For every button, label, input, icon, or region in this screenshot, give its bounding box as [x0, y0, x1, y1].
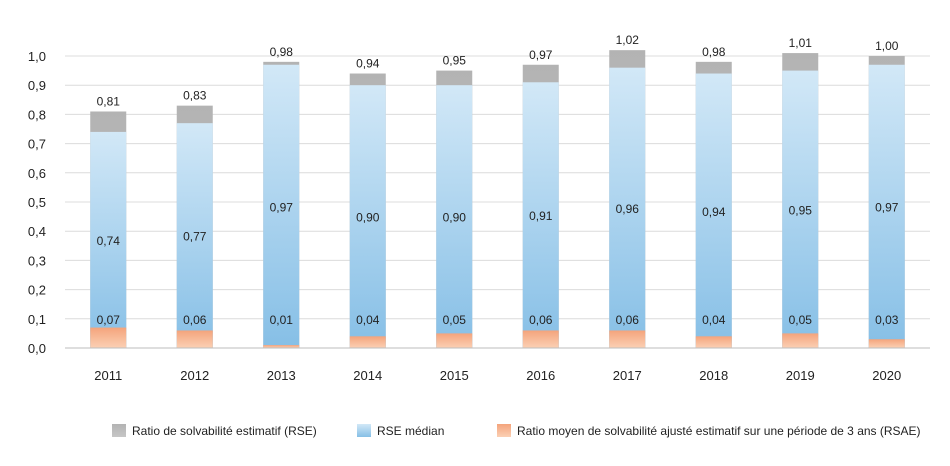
bars: [90, 50, 905, 349]
data-label-rse: 1,00: [875, 39, 899, 53]
x-tick-label: 2019: [786, 368, 815, 383]
bar-rsae: [90, 327, 127, 348]
data-label-rse-median: 0,90: [356, 211, 380, 225]
data-label-rse: 0,97: [529, 48, 553, 62]
legend-item: RSE médian: [357, 424, 444, 438]
bar-rse-median: [522, 82, 559, 348]
bar-rsae: [695, 336, 732, 348]
data-label-rsae: 0,07: [97, 313, 121, 327]
data-label-rse-median: 0,94: [702, 205, 726, 219]
legend-label: Ratio de solvabilité estimatif (RSE): [132, 424, 317, 438]
data-label-rsae: 0,06: [529, 313, 553, 327]
y-tick-label: 0,2: [28, 283, 46, 298]
bar-rse-median: [436, 85, 473, 348]
bar-rse-median: [868, 64, 905, 348]
legend-label: Ratio moyen de solvabilité ajusté estima…: [517, 424, 921, 438]
x-tick-label: 2020: [872, 368, 901, 383]
y-tick-label: 1,0: [28, 49, 46, 64]
bar-rse-median: [782, 70, 819, 348]
bar-rsae: [522, 330, 559, 348]
data-label-rse: 0,94: [356, 57, 380, 71]
bar-rse-median: [90, 131, 127, 348]
x-tick-label: 2018: [699, 368, 728, 383]
legend-swatch: [357, 424, 371, 437]
x-tick-label: 2011: [94, 368, 122, 383]
x-tick-label: 2016: [526, 368, 555, 383]
legend-label: RSE médian: [377, 424, 444, 438]
y-axis: 0,0 0,1 0,2 0,3 0,4 0,5 0,6 0,7 0,8 0,9 1,0: [28, 49, 46, 356]
data-label-rse: 0,98: [270, 45, 294, 59]
data-label-rsae: 0,06: [616, 313, 640, 327]
data-label-rse: 1,01: [789, 36, 813, 50]
data-label-rsae: 0,01: [270, 313, 294, 327]
x-tick-label: 2017: [613, 368, 642, 383]
bar-rse-median: [176, 123, 213, 348]
bar-rse-median: [609, 67, 646, 349]
data-label-rsae: 0,03: [875, 313, 899, 327]
data-label-rsae: 0,04: [356, 313, 380, 327]
legend-swatch: [497, 424, 511, 437]
data-label-rse-median: 0,97: [270, 200, 294, 214]
data-label-rse-median: 0,91: [529, 209, 553, 223]
data-label-rse: 0,83: [183, 89, 207, 103]
data-label-rse: 0,98: [702, 45, 726, 59]
x-tick-label: 2015: [440, 368, 469, 383]
y-tick-label: 0,7: [28, 137, 46, 152]
bar-rsae: [349, 336, 386, 348]
legend-item: Ratio de solvabilité estimatif (RSE): [112, 424, 317, 438]
data-label-rsae: 0,05: [443, 313, 467, 327]
bar-rsae: [609, 330, 646, 348]
data-label-rsae: 0,05: [789, 313, 813, 327]
y-tick-label: 0,8: [28, 107, 46, 122]
legend-item: Ratio moyen de solvabilité ajusté estima…: [497, 424, 921, 438]
data-label-rse-median: 0,74: [97, 234, 121, 248]
y-tick-label: 0,5: [28, 195, 46, 210]
data-label-rse: 0,95: [443, 54, 467, 68]
y-tick-label: 0,0: [28, 341, 46, 356]
y-tick-label: 0,3: [28, 253, 46, 268]
bar-rsae: [263, 345, 300, 348]
data-label-rse-median: 0,77: [183, 230, 207, 244]
data-label-rse-median: 0,97: [875, 200, 899, 214]
y-tick-label: 0,9: [28, 78, 46, 93]
data-labels: 0,81 0,74 0,07 0,83 0,77 0,06 0,98 0,97 0,01 0,94…: [97, 33, 899, 327]
bar-rsae: [176, 330, 213, 348]
bar-rsae: [868, 339, 905, 348]
data-label-rsae: 0,04: [702, 313, 726, 327]
y-tick-label: 0,6: [28, 166, 46, 181]
x-tick-label: 2012: [180, 368, 209, 383]
x-tick-label: 2014: [353, 368, 382, 383]
x-tick-label: 2013: [267, 368, 296, 383]
data-label-rse: 1,02: [616, 33, 640, 47]
y-tick-label: 0,4: [28, 224, 46, 239]
data-label-rse: 0,81: [97, 94, 121, 108]
data-label-rse-median: 0,95: [789, 203, 813, 217]
bar-rsae: [782, 333, 819, 348]
legend: Ratio de solvabilité estimatif (RSE) RSE …: [112, 424, 921, 438]
y-tick-label: 0,1: [28, 312, 46, 327]
bar-rse-median: [349, 85, 386, 348]
bar-rse-median: [263, 64, 300, 348]
x-axis: 2011 2012 2013 2014 2015 2016 2017 2018 2019 2020: [65, 347, 930, 383]
bar-rse-median: [695, 73, 732, 349]
bar-rsae: [436, 333, 473, 348]
data-label-rse-median: 0,90: [443, 211, 467, 225]
data-label-rse-median: 0,96: [616, 202, 640, 216]
data-label-rsae: 0,06: [183, 313, 207, 327]
legend-swatch: [112, 424, 126, 437]
